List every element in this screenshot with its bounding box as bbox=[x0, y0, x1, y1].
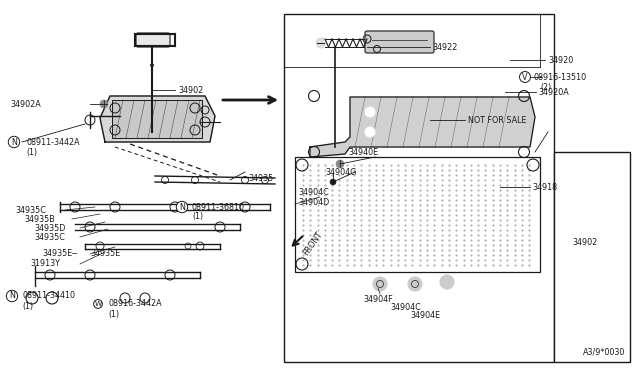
Circle shape bbox=[373, 277, 387, 291]
Text: 34902: 34902 bbox=[572, 237, 597, 247]
Text: 34904F: 34904F bbox=[363, 295, 392, 304]
Text: N: N bbox=[9, 292, 15, 301]
Text: 34922: 34922 bbox=[432, 42, 458, 51]
Text: A3/9*0030: A3/9*0030 bbox=[582, 347, 625, 356]
Circle shape bbox=[320, 107, 330, 117]
Text: 34902A: 34902A bbox=[10, 99, 41, 109]
Text: 08911-3442A: 08911-3442A bbox=[26, 138, 79, 147]
Text: W: W bbox=[94, 301, 102, 307]
Text: 34935: 34935 bbox=[248, 173, 273, 183]
Polygon shape bbox=[100, 96, 215, 142]
Circle shape bbox=[336, 160, 344, 168]
Text: 08916-13510: 08916-13510 bbox=[534, 73, 587, 81]
Text: (1): (1) bbox=[108, 310, 119, 318]
Text: N: N bbox=[11, 138, 17, 147]
Text: 34935E─: 34935E─ bbox=[42, 250, 77, 259]
Text: 34904C: 34904C bbox=[390, 302, 420, 311]
Circle shape bbox=[330, 179, 336, 185]
FancyBboxPatch shape bbox=[365, 31, 434, 53]
Text: (1): (1) bbox=[22, 301, 33, 311]
Text: 34935D: 34935D bbox=[34, 224, 65, 232]
Circle shape bbox=[320, 127, 330, 137]
Text: NOT FOR SALE: NOT FOR SALE bbox=[468, 115, 527, 125]
Circle shape bbox=[365, 107, 375, 117]
Text: 08911-34410: 08911-34410 bbox=[22, 292, 75, 301]
Text: (1): (1) bbox=[192, 212, 203, 221]
Text: (1): (1) bbox=[26, 148, 37, 157]
Polygon shape bbox=[310, 97, 535, 157]
Circle shape bbox=[365, 127, 375, 137]
Circle shape bbox=[440, 275, 454, 289]
Text: N: N bbox=[179, 202, 185, 212]
Bar bbox=[112, 100, 202, 138]
FancyBboxPatch shape bbox=[136, 33, 170, 47]
Text: 34904G: 34904G bbox=[325, 167, 356, 176]
Text: 34935B: 34935B bbox=[24, 215, 55, 224]
Text: 34920A: 34920A bbox=[538, 87, 569, 96]
Text: 34935C: 34935C bbox=[34, 232, 65, 241]
Text: 34904D: 34904D bbox=[298, 198, 329, 206]
Text: 34940E: 34940E bbox=[348, 148, 378, 157]
Text: 34935C: 34935C bbox=[15, 205, 46, 215]
Circle shape bbox=[100, 100, 108, 108]
Text: FRONT: FRONT bbox=[302, 230, 325, 258]
Bar bbox=[295, 157, 540, 272]
Text: 34904C: 34904C bbox=[298, 187, 329, 196]
Text: 34902: 34902 bbox=[178, 86, 204, 94]
Text: 34935E: 34935E bbox=[90, 250, 120, 259]
Text: 34920: 34920 bbox=[548, 55, 573, 64]
Text: 08916-3442A: 08916-3442A bbox=[108, 299, 162, 308]
Text: V: V bbox=[522, 73, 528, 81]
Text: 31913Y: 31913Y bbox=[30, 260, 60, 269]
Text: (2): (2) bbox=[540, 83, 551, 92]
Bar bbox=[554, 152, 630, 362]
Circle shape bbox=[408, 277, 422, 291]
Text: 08911-36810: 08911-36810 bbox=[192, 202, 245, 212]
Text: 34918: 34918 bbox=[532, 183, 557, 192]
Circle shape bbox=[316, 38, 326, 48]
Text: 34904E: 34904E bbox=[410, 311, 440, 321]
Bar bbox=[284, 14, 554, 362]
